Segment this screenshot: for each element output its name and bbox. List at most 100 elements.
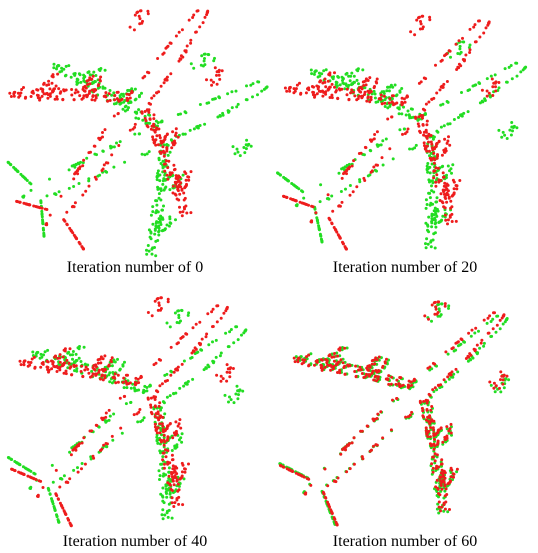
point <box>10 468 13 471</box>
point <box>236 148 239 151</box>
point <box>181 470 184 473</box>
point <box>309 484 312 487</box>
point <box>94 74 97 77</box>
point <box>76 78 79 81</box>
point <box>173 483 176 486</box>
point <box>425 146 428 149</box>
point <box>78 162 81 165</box>
point <box>486 77 489 80</box>
figure: Iteration number of 0 Iteration number o… <box>0 0 538 553</box>
point <box>390 376 393 379</box>
point <box>432 152 435 155</box>
point <box>103 354 106 357</box>
point <box>28 364 31 367</box>
point <box>428 150 431 153</box>
point <box>228 371 231 374</box>
point <box>169 484 172 487</box>
point <box>324 85 327 88</box>
point <box>364 146 367 149</box>
point <box>169 173 172 176</box>
point <box>176 178 179 181</box>
point <box>437 428 440 431</box>
point <box>381 436 384 439</box>
point <box>64 74 67 77</box>
point <box>125 105 128 108</box>
point <box>70 373 73 376</box>
point <box>215 374 218 377</box>
point <box>217 70 220 73</box>
point <box>425 207 428 210</box>
point <box>103 369 106 372</box>
point <box>158 384 161 387</box>
point <box>113 94 116 97</box>
point <box>155 134 158 137</box>
point <box>97 362 100 365</box>
point <box>417 16 420 19</box>
point <box>178 418 181 421</box>
point <box>168 215 171 218</box>
point <box>101 374 104 377</box>
point <box>134 123 137 126</box>
point <box>433 146 436 149</box>
point <box>69 365 72 368</box>
point <box>134 377 137 380</box>
point <box>189 129 192 132</box>
point <box>498 86 501 89</box>
point <box>381 102 384 105</box>
point <box>177 341 180 344</box>
point <box>455 187 458 190</box>
point <box>358 178 361 181</box>
point <box>358 152 361 155</box>
point <box>97 358 100 361</box>
point <box>121 363 124 366</box>
point <box>177 175 180 178</box>
point <box>447 135 450 138</box>
point <box>117 112 120 115</box>
point <box>287 179 290 182</box>
point <box>497 81 500 84</box>
point <box>488 381 491 384</box>
point <box>44 92 47 95</box>
point <box>147 311 150 314</box>
point <box>220 375 223 378</box>
point <box>22 473 25 476</box>
point <box>167 516 170 519</box>
point <box>282 465 285 468</box>
point <box>175 185 178 188</box>
point <box>323 81 326 84</box>
point <box>135 112 138 115</box>
point <box>148 150 151 153</box>
point <box>160 463 163 466</box>
point <box>228 396 231 399</box>
point <box>385 358 388 361</box>
point <box>154 225 157 228</box>
point <box>333 480 336 483</box>
point <box>430 225 433 228</box>
point <box>111 439 114 442</box>
point <box>476 344 479 347</box>
point <box>314 211 317 214</box>
point <box>455 43 458 46</box>
point <box>205 13 208 16</box>
point <box>430 141 433 144</box>
point <box>339 237 342 240</box>
point <box>161 216 164 219</box>
point <box>167 154 170 157</box>
point <box>377 375 380 378</box>
point <box>494 85 497 88</box>
point <box>159 359 162 362</box>
point <box>159 474 162 477</box>
point <box>179 181 182 184</box>
point <box>88 185 91 188</box>
point <box>159 199 162 202</box>
point <box>369 450 372 453</box>
point <box>488 92 491 95</box>
point <box>117 374 120 377</box>
point <box>429 394 432 397</box>
point <box>156 390 159 393</box>
point <box>76 172 79 175</box>
point <box>442 171 445 174</box>
point <box>430 159 433 162</box>
point <box>199 348 202 351</box>
point <box>301 358 304 361</box>
